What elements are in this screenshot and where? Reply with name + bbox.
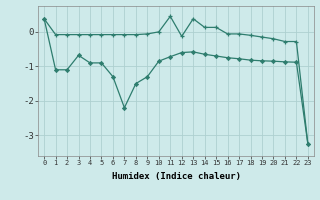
X-axis label: Humidex (Indice chaleur): Humidex (Indice chaleur) [111, 172, 241, 181]
